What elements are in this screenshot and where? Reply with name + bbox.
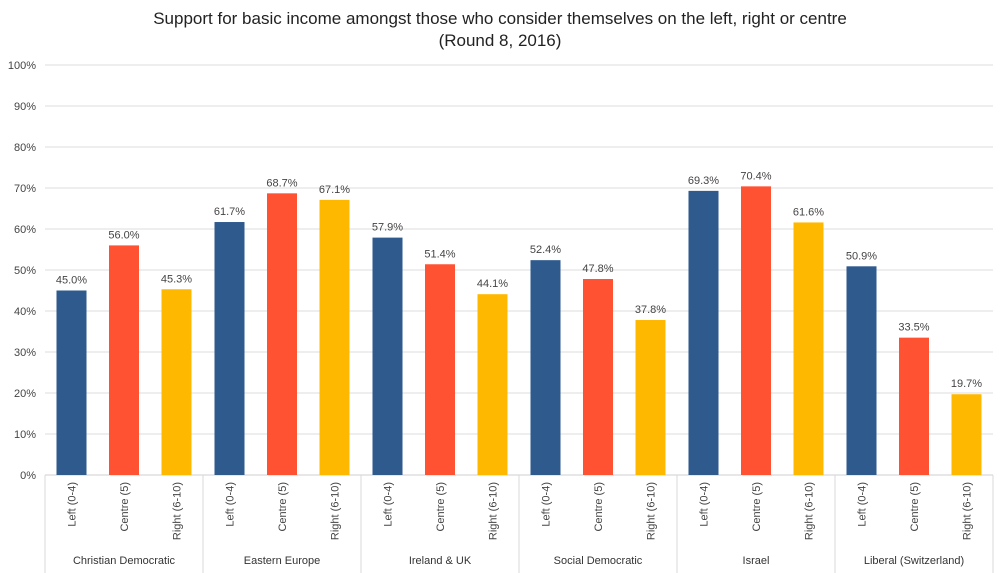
data-label: 57.9% xyxy=(372,222,403,234)
data-label: 52.4% xyxy=(530,244,561,256)
data-label: 70.4% xyxy=(740,170,771,182)
x-category-label: Centre (5) xyxy=(277,482,289,532)
data-label: 44.1% xyxy=(477,278,508,290)
chart-subtitle: (Round 8, 2016) xyxy=(438,31,562,50)
x-category-label: Left (0-4) xyxy=(857,482,869,527)
x-category-label: Left (0-4) xyxy=(699,482,711,527)
x-category-label: Centre (5) xyxy=(593,482,605,532)
data-label: 51.4% xyxy=(424,248,455,260)
data-label: 61.7% xyxy=(214,206,245,218)
bar xyxy=(951,394,982,475)
x-category-label: Right (6-10) xyxy=(646,482,658,540)
x-category-label: Left (0-4) xyxy=(225,482,237,527)
y-tick-label: 10% xyxy=(14,429,36,441)
y-tick-label: 40% xyxy=(14,306,36,318)
group-label: Eastern Europe xyxy=(244,555,320,567)
data-label: 67.1% xyxy=(319,184,350,196)
y-tick-label: 80% xyxy=(14,142,36,154)
bar xyxy=(635,320,666,475)
group-label: Christian Democratic xyxy=(73,555,176,567)
bar xyxy=(319,199,350,475)
data-label: 68.7% xyxy=(266,177,297,189)
group-label: Ireland & UK xyxy=(409,555,472,567)
x-category-label: Left (0-4) xyxy=(383,482,395,527)
data-label: 56.0% xyxy=(108,229,139,241)
x-category-label: Centre (5) xyxy=(435,482,447,532)
data-label: 47.8% xyxy=(582,263,613,275)
bar xyxy=(899,337,929,475)
y-tick-label: 100% xyxy=(8,60,36,72)
y-tick-label: 30% xyxy=(14,347,36,359)
bar xyxy=(583,279,613,475)
bar xyxy=(109,245,139,475)
y-tick-label: 0% xyxy=(20,470,36,482)
data-label: 37.8% xyxy=(635,304,666,316)
bar xyxy=(161,289,192,475)
x-category-label: Left (0-4) xyxy=(541,482,553,527)
data-label: 33.5% xyxy=(898,322,929,334)
y-tick-label: 50% xyxy=(14,265,36,277)
group-label: Social Democratic xyxy=(554,555,643,567)
bar xyxy=(425,264,455,475)
chart-title: Support for basic income amongst those w… xyxy=(153,9,847,28)
x-category-label: Centre (5) xyxy=(751,482,763,532)
data-label: 69.3% xyxy=(688,175,719,187)
data-label: 19.7% xyxy=(951,378,982,390)
data-label: 45.0% xyxy=(56,275,87,287)
bar xyxy=(741,186,771,476)
y-tick-label: 20% xyxy=(14,388,36,400)
bar xyxy=(56,290,87,475)
bar xyxy=(372,237,403,475)
group-label: Liberal (Switzerland) xyxy=(864,555,964,567)
data-label: 61.6% xyxy=(793,206,824,218)
bar xyxy=(846,266,877,475)
x-category-label: Right (6-10) xyxy=(488,482,500,540)
x-category-label: Right (6-10) xyxy=(172,482,184,540)
data-label: 50.9% xyxy=(846,250,877,262)
bar xyxy=(214,222,245,475)
x-category-label: Right (6-10) xyxy=(804,482,816,540)
y-tick-label: 60% xyxy=(14,224,36,236)
bar xyxy=(530,260,561,475)
y-tick-label: 90% xyxy=(14,101,36,113)
x-category-label: Left (0-4) xyxy=(67,482,79,527)
x-category-label: Right (6-10) xyxy=(330,482,342,540)
x-category-label: Centre (5) xyxy=(909,482,921,532)
bar xyxy=(688,190,719,475)
group-label: Israel xyxy=(743,555,770,567)
y-tick-label: 70% xyxy=(14,183,36,195)
bar xyxy=(477,294,508,475)
bar xyxy=(267,193,297,475)
bar xyxy=(793,222,824,475)
x-category-label: Centre (5) xyxy=(119,482,131,532)
x-category-label: Right (6-10) xyxy=(962,482,974,540)
data-label: 45.3% xyxy=(161,273,192,285)
